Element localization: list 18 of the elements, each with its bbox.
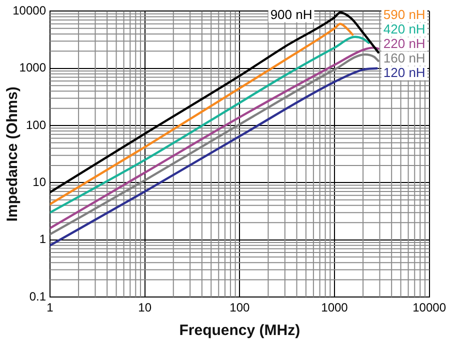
text: 590 nH xyxy=(383,6,426,22)
series-label: 120 nH xyxy=(383,64,426,80)
series-label: 900 nH xyxy=(270,6,312,22)
series-label: 220 nH xyxy=(383,36,426,51)
y-tick-label: 10 xyxy=(32,174,46,189)
y-axis-title: Impedance (Ohms) xyxy=(4,86,22,222)
x-axis-title: Frequency (MHz) xyxy=(179,322,300,340)
y-tick-label: 1 xyxy=(39,232,46,246)
x-tick-label: 100 xyxy=(230,300,250,315)
series-label: 160 nH xyxy=(383,50,426,66)
x-tick-label: 10 xyxy=(138,300,152,315)
y-tick-label: 100 xyxy=(26,118,46,132)
x-tick-label: 1000 xyxy=(321,300,348,315)
y-tick-label: 1000 xyxy=(19,60,46,75)
y-tick-label: 0.1 xyxy=(29,289,46,304)
series-label: 420 nH xyxy=(383,21,426,36)
x-tick-label: 10000 xyxy=(412,300,446,315)
y-tick-label: 10000 xyxy=(12,4,46,18)
